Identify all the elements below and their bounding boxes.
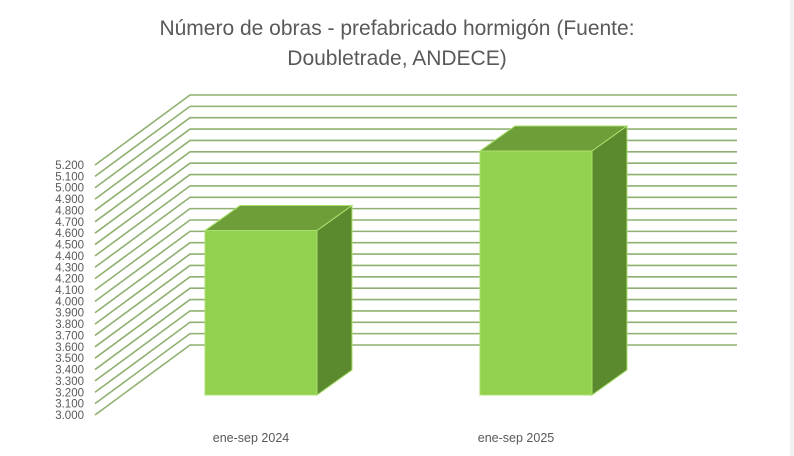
gridline [94,332,737,405]
bar-front-face [479,150,593,396]
bar-side-face [316,204,353,396]
gridline [94,253,737,325]
gridline [94,344,737,416]
y-tick-label: 3.800 [55,319,84,331]
gridline [94,173,737,246]
gridline [94,264,737,337]
y-tick-label: 3.100 [55,399,84,411]
bar-ene-sep-2024 [203,204,354,396]
gridline [94,196,737,268]
bars [203,125,629,396]
y-tick-label: 4.500 [55,240,84,252]
gridline [94,94,737,166]
y-tick-label: 4.000 [55,296,84,308]
y-tick-label: 4.600 [55,228,84,240]
gridline [94,151,737,223]
gridline [94,321,737,393]
gridline [94,207,737,280]
y-tick-label: 3.900 [55,308,84,320]
gridline [94,230,737,303]
gridline [94,241,737,314]
gridline [94,298,737,371]
y-tick-label: 3.700 [55,330,84,342]
y-tick-label: 4.900 [55,194,84,206]
gridlines [94,94,737,416]
gridline [94,128,737,200]
x-tick-label: ene-sep 2025 [478,431,555,445]
y-tick-label: 3.200 [55,387,84,399]
gridline [94,185,737,257]
bar-side-face [591,125,628,396]
y-tick-label: 4.400 [55,251,84,263]
x-axis-ticks: ene-sep 2024 ene-sep 2025 [213,431,555,445]
y-tick-label: 4.700 [55,217,84,229]
gridline [94,139,737,212]
chart-title: Número de obras - prefabricado hormigón … [0,14,794,74]
chart-title-line-2: Doubletrade, ANDECE) [287,47,507,70]
y-tick-label: 5.200 [55,160,84,172]
bar-front-face [204,230,318,396]
y-axis-ticks: 3.0003.1003.2003.3003.4003.5003.6003.700… [55,160,84,422]
y-tick-label: 4.800 [55,205,84,217]
right-edge-border [790,0,794,456]
gridline [94,219,737,291]
y-tick-label: 3.400 [55,365,84,377]
y-tick-label: 3.600 [55,342,84,354]
y-tick-label: 4.300 [55,262,84,274]
gridline [94,162,737,234]
gridline [94,116,737,189]
y-tick-label: 4.100 [55,285,84,297]
y-tick-label: 5.000 [55,183,84,195]
y-tick-label: 5.100 [55,171,84,183]
y-tick-label: 3.500 [55,353,84,365]
gridline [94,310,737,382]
gridline [94,276,737,348]
bar-ene-sep-2025 [478,125,629,396]
y-tick-label: 3.300 [55,376,84,388]
gridline [94,287,737,359]
y-tick-label: 3.000 [55,410,84,422]
y-tick-label: 4.200 [55,274,84,286]
gridline [94,105,737,178]
chart-title-line-1: Número de obras - prefabricado hormigón … [159,17,635,40]
x-tick-label: ene-sep 2024 [213,431,290,445]
